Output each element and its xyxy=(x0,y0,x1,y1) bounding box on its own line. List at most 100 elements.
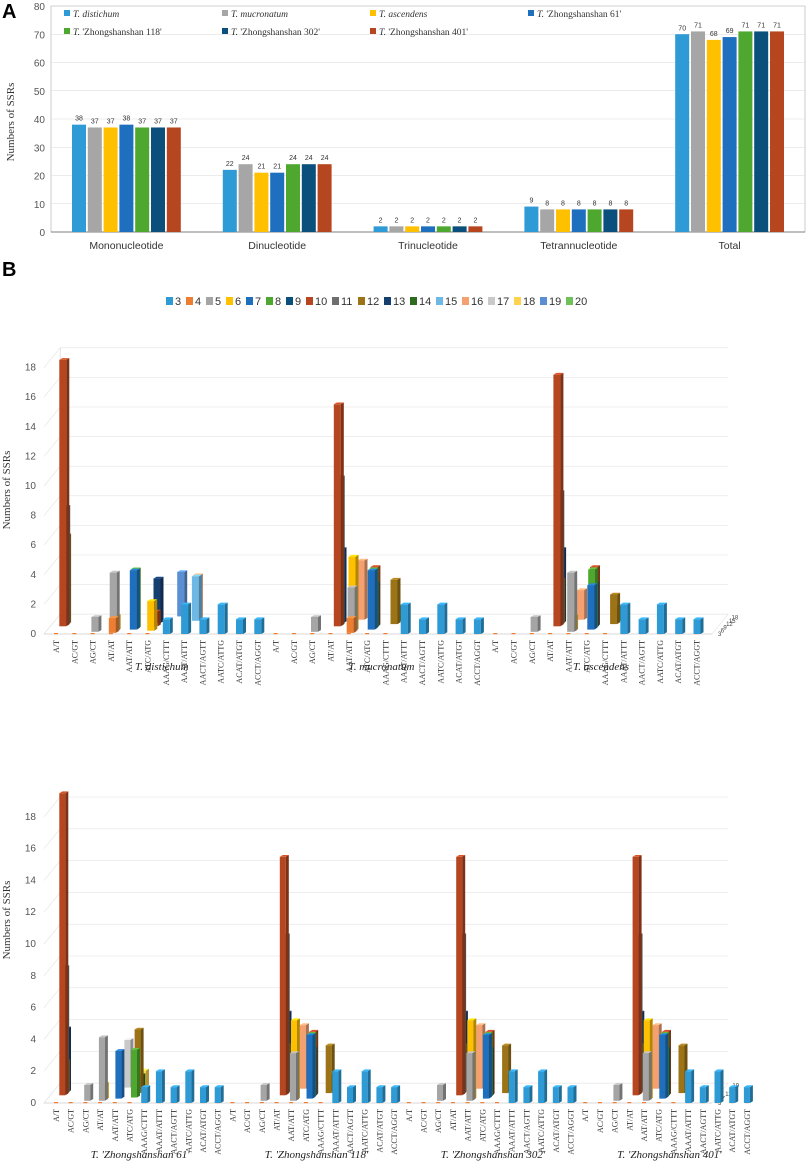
bar-3d xyxy=(659,1035,666,1099)
motif-tick-label: AACT/AGTT xyxy=(699,1109,708,1154)
bar-3d-side xyxy=(705,1085,709,1103)
bar xyxy=(540,209,555,232)
bar-3d-top xyxy=(109,570,120,573)
bar-3d-top xyxy=(155,1069,165,1072)
bar-3d-top xyxy=(456,855,466,857)
bar-3d-side xyxy=(374,568,378,630)
bar-3d-side xyxy=(558,1085,562,1103)
bar-value-label: 8 xyxy=(608,200,612,207)
bar-value-label: 8 xyxy=(545,200,549,207)
bar-3d-top xyxy=(652,1023,662,1026)
zero-bar xyxy=(72,633,77,635)
bar-value-label: 2 xyxy=(442,217,446,224)
motif-tick-label: ACAT/ATGT xyxy=(552,1109,561,1153)
bar-3d-top xyxy=(325,1043,335,1046)
bar-3d-top xyxy=(437,602,448,605)
bar-3d-side xyxy=(198,574,202,621)
side-gridline xyxy=(43,525,61,546)
y-tick-label: 60 xyxy=(34,59,46,70)
bar-3d xyxy=(333,404,341,627)
bar-3d-side xyxy=(443,1083,446,1101)
legend-label: T. 'Zhongshanshan 118' xyxy=(73,28,162,38)
bar-3d-top xyxy=(590,565,600,568)
bar-3d-top xyxy=(98,1035,108,1038)
bar-3d-top xyxy=(729,1085,739,1088)
bar-3d xyxy=(567,1087,574,1103)
side-gridline xyxy=(43,466,61,487)
bar-3d-top xyxy=(177,570,188,572)
side-gridline xyxy=(43,828,61,849)
bar-3d xyxy=(567,572,575,632)
motif-tick-label: AAAT/ATTT xyxy=(508,1109,517,1152)
bar-3d-side xyxy=(169,617,173,634)
motif-tick-label: AT/AT xyxy=(273,1109,282,1131)
bar-3d-top xyxy=(620,602,631,605)
legend-label-italic: T. ascendens xyxy=(379,10,428,20)
zero-bar xyxy=(642,1102,646,1104)
motif-tick-label: AATC/ATTG xyxy=(436,640,445,684)
bar-3d-side xyxy=(161,1069,165,1103)
legend-label: T. mucronatum xyxy=(231,10,288,20)
bar-3d-top xyxy=(455,617,466,620)
bar-3d-top xyxy=(567,570,578,573)
motif-tick-label: ATC/ATG xyxy=(144,640,153,673)
bar-3d xyxy=(170,1087,177,1103)
bar xyxy=(571,209,586,232)
y-tick-label: 70 xyxy=(34,30,46,41)
bar-3d xyxy=(642,1053,649,1101)
bar-3d-side xyxy=(574,570,578,632)
y-tick-label: 16 xyxy=(25,844,37,855)
legend-label: 7 xyxy=(255,296,261,308)
legend-label: T. 'Zhongshanshan 401' xyxy=(379,28,468,38)
bar-3d xyxy=(632,856,639,1096)
bar xyxy=(301,164,316,232)
motif-tick-label: A/T xyxy=(405,1109,414,1122)
x-category-label: Total xyxy=(719,240,741,252)
motif-tick-label: AT/AT xyxy=(546,640,555,662)
bar-3d-side xyxy=(266,1083,270,1101)
motif-tick-label: ACCT/AGGT xyxy=(390,1109,399,1155)
bar xyxy=(72,124,86,232)
bar-3d-top xyxy=(217,602,228,605)
y-tick-label: 2 xyxy=(30,599,36,610)
bar-3d xyxy=(299,1025,306,1089)
zero-bar xyxy=(495,1102,499,1104)
bar-3d xyxy=(84,1084,91,1101)
legend-label: 18 xyxy=(523,296,535,308)
side-gridline xyxy=(43,860,61,881)
bar-3d-top xyxy=(476,1023,486,1026)
bar-3d-side xyxy=(514,1069,518,1103)
legend-label-suffix: 'Zhongshanshan 118' xyxy=(80,28,162,38)
zero-bar xyxy=(318,1102,323,1104)
side-gridline xyxy=(43,924,61,945)
legend-label: 14 xyxy=(419,296,431,308)
bar-value-label: 2 xyxy=(458,217,462,224)
bar-3d-side xyxy=(312,1033,316,1099)
bar-3d-top xyxy=(638,617,649,620)
bar-value-label: 21 xyxy=(273,164,281,171)
bar-3d-top xyxy=(311,615,321,617)
bar-value-label: 2 xyxy=(473,217,477,224)
zero-bar xyxy=(656,1102,661,1104)
bar-3d-side xyxy=(157,609,161,627)
bar-3d xyxy=(191,576,199,621)
bar-3d xyxy=(390,579,398,625)
legend-swatch xyxy=(222,10,228,16)
bar-3d-top xyxy=(437,1083,446,1085)
motif-tick-label: AATC/ATTG xyxy=(537,1109,546,1153)
bar-3d-top xyxy=(59,358,70,360)
legend-label: T. 'Zhongshanshan 61' xyxy=(537,10,622,20)
bar-3d-top xyxy=(134,1027,144,1030)
motif-tick-label: ACCT/AGGT xyxy=(214,1109,223,1155)
bar xyxy=(87,127,102,232)
x-category-label: Tetrannucleotide xyxy=(540,240,617,252)
bar-3d xyxy=(131,1049,137,1098)
legend-swatch xyxy=(384,297,391,305)
bar-3d-side xyxy=(544,1069,548,1103)
zero-bar xyxy=(511,633,516,635)
zero-bar xyxy=(346,633,351,635)
motif-tick-label: AAT/ATT xyxy=(345,640,354,673)
bar-value-label: 69 xyxy=(726,28,734,35)
legend-swatch xyxy=(332,297,339,305)
motif-tick-label: AC/GT xyxy=(67,1109,76,1133)
